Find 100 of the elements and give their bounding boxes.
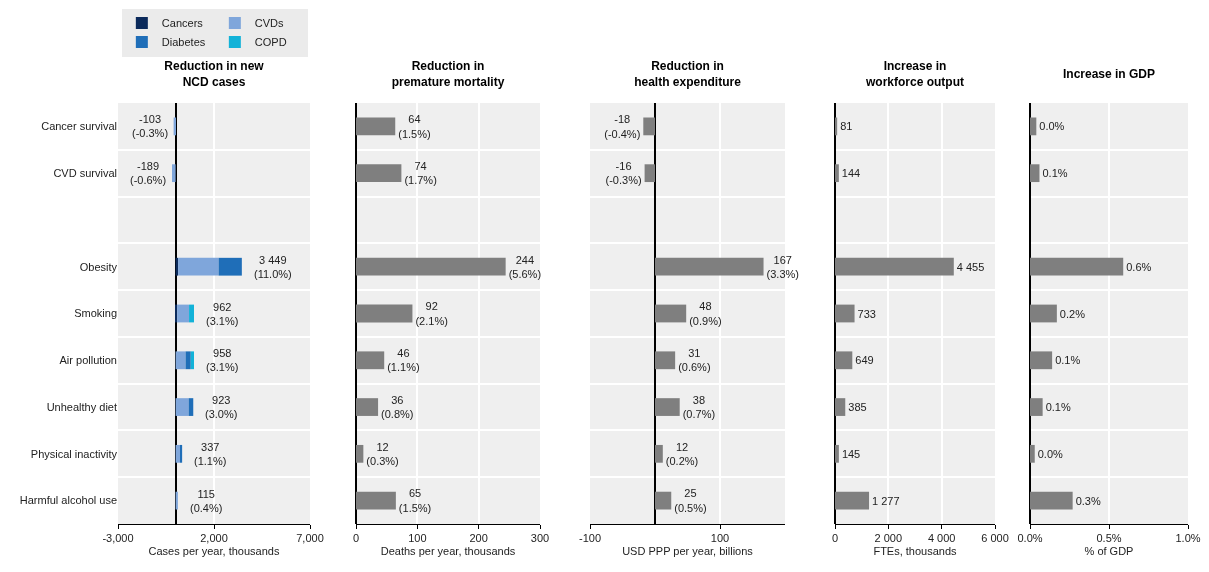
total-label: 337 (1.1%) xyxy=(194,441,227,468)
y-tick-label: CVD survival xyxy=(53,167,117,180)
x-tick-label: 100 xyxy=(710,532,730,545)
bar xyxy=(835,398,846,416)
total-label: 3 449 (11.0%) xyxy=(254,254,292,281)
bar xyxy=(835,257,954,276)
bar xyxy=(356,257,506,276)
bar xyxy=(1030,304,1057,323)
chart-title: Reduction in new NCD cases xyxy=(164,59,265,89)
bar xyxy=(356,398,379,416)
data-label: 649 xyxy=(855,354,874,367)
bar xyxy=(177,304,190,323)
x-tick-label: 6 000 xyxy=(981,532,1009,545)
data-label: 46 (1.1%) xyxy=(387,347,420,374)
y-tick-label: Unhealthy diet xyxy=(46,400,117,413)
bar xyxy=(171,164,176,183)
data-label: 1 277 xyxy=(872,494,900,507)
x-tick-label: -100 xyxy=(578,532,602,545)
data-label: 0.0% xyxy=(1037,447,1064,460)
data-label: 38 (0.7%) xyxy=(682,393,716,421)
bar xyxy=(655,304,687,323)
bar xyxy=(190,351,195,370)
x-tick-label: 1.0% xyxy=(1175,532,1201,545)
bar xyxy=(1030,117,1037,136)
data-label: 167 (3.3%) xyxy=(766,253,799,280)
data-label: 0.1% xyxy=(1055,354,1081,367)
bar xyxy=(180,444,183,463)
data-label: 145 xyxy=(841,447,861,460)
bar xyxy=(189,304,195,323)
bar xyxy=(1030,257,1124,276)
chart-title: Reduction in health expenditure xyxy=(634,59,742,89)
total-label: 958 (3.1%) xyxy=(206,347,239,374)
y-tick-label: Air pollution xyxy=(59,354,117,367)
bar xyxy=(655,257,764,276)
legend-label: CVDs xyxy=(254,17,285,30)
data-label: 0.6% xyxy=(1126,260,1152,273)
data-label: 0.1% xyxy=(1042,167,1068,180)
bar xyxy=(1030,491,1073,510)
bar xyxy=(835,444,839,463)
bar xyxy=(1030,351,1053,370)
data-label: 0.0% xyxy=(1039,120,1065,133)
x-tick-label: 0 xyxy=(352,532,360,545)
data-label: 92 (2.1%) xyxy=(415,300,448,327)
bar xyxy=(185,351,191,370)
bar xyxy=(356,491,396,510)
legend-label: Diabetes xyxy=(161,36,206,49)
data-label: 0.3% xyxy=(1075,494,1101,507)
x-tick-label: -3,000 xyxy=(102,532,134,545)
bar xyxy=(356,117,396,136)
y-tick-label: Obesity xyxy=(79,260,118,273)
data-label: 144 xyxy=(841,167,861,180)
data-label: 64 (1.5%) xyxy=(398,113,431,140)
data-label: -16 (-0.3%) xyxy=(605,160,642,187)
bar xyxy=(835,304,855,323)
x-axis-title: Cases per year, thousands xyxy=(148,545,280,558)
bar xyxy=(218,257,242,276)
bar xyxy=(1030,164,1040,183)
y-tick-label: Cancer survival xyxy=(41,120,117,133)
bar xyxy=(644,164,655,183)
data-label: 65 (1.5%) xyxy=(398,487,432,514)
data-label: 385 xyxy=(848,401,867,414)
data-label: 0.2% xyxy=(1059,307,1086,320)
y-tick-label: Physical inactivity xyxy=(30,447,118,460)
x-tick-label: 300 xyxy=(530,532,550,545)
bar xyxy=(835,491,870,510)
bar xyxy=(655,351,676,370)
x-tick-label: 200 xyxy=(469,532,488,545)
bar xyxy=(835,164,839,183)
data-label: 12 (0.2%) xyxy=(665,440,699,467)
x-axis-title: FTEs, thousands xyxy=(873,545,958,558)
chart-title: Increase in GDP xyxy=(1062,67,1156,82)
data-label: 31 (0.6%) xyxy=(678,347,711,374)
data-label: 4 455 xyxy=(956,260,985,273)
total-label: 962 (3.1%) xyxy=(206,301,239,328)
data-label: 12 (0.3%) xyxy=(366,440,399,467)
data-label: 81 xyxy=(840,120,853,133)
bar xyxy=(835,351,853,370)
bar xyxy=(655,398,680,416)
total-label: -103 (-0.3%) xyxy=(132,113,169,140)
x-tick-label: 2,000 xyxy=(200,532,228,545)
x-tick-label: 4 000 xyxy=(927,532,956,545)
bar xyxy=(655,444,663,463)
x-axis-title: USD PPP per year, billions xyxy=(622,545,754,558)
x-axis-title: Deaths per year, thousands xyxy=(380,545,516,558)
data-label: 733 xyxy=(857,307,876,320)
data-label: 25 (0.5%) xyxy=(674,487,707,514)
x-tick-label: 7,000 xyxy=(296,532,324,545)
x-tick-label: 0.0% xyxy=(1017,532,1043,545)
bar xyxy=(175,398,189,416)
bar xyxy=(356,351,385,370)
chart-title: Increase in workforce output xyxy=(865,59,964,89)
x-tick-label: 0 xyxy=(831,532,839,545)
data-label: 36 (0.8%) xyxy=(381,393,414,421)
chart-title: Reduction in premature mortality xyxy=(391,59,505,89)
data-label: -18 (-0.4%) xyxy=(604,113,641,140)
legend-label: Cancers xyxy=(161,17,204,30)
bar xyxy=(178,257,219,276)
data-label: 244 (5.6%) xyxy=(508,253,542,280)
total-label: 923 (3.0%) xyxy=(205,394,238,421)
bar xyxy=(1030,444,1035,463)
